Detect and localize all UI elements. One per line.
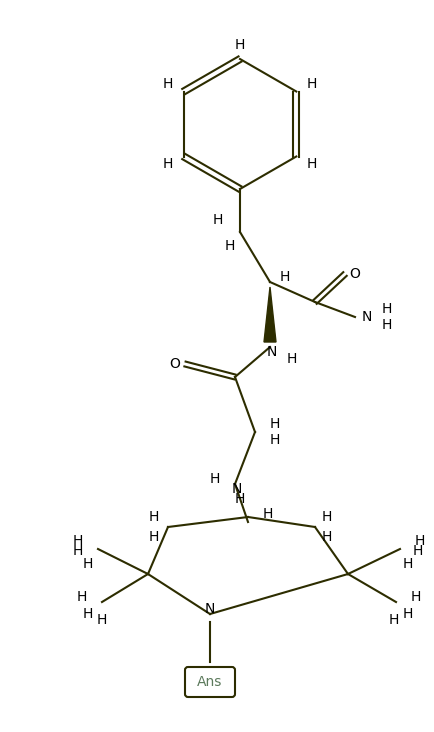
Text: H: H bbox=[77, 590, 87, 604]
Text: H: H bbox=[307, 157, 318, 171]
Text: N: N bbox=[232, 482, 242, 496]
Text: Ans: Ans bbox=[197, 675, 223, 689]
Text: H: H bbox=[162, 77, 173, 91]
Text: H: H bbox=[270, 433, 280, 447]
FancyBboxPatch shape bbox=[185, 667, 235, 697]
Text: H: H bbox=[73, 534, 83, 548]
Text: H: H bbox=[389, 613, 399, 627]
Text: H: H bbox=[403, 607, 413, 621]
Text: H: H bbox=[162, 157, 173, 171]
Polygon shape bbox=[264, 287, 276, 342]
Text: N: N bbox=[362, 310, 372, 324]
Text: O: O bbox=[349, 267, 361, 281]
Text: H: H bbox=[83, 607, 93, 621]
Text: H: H bbox=[83, 557, 93, 571]
Text: H: H bbox=[322, 530, 332, 544]
Text: H: H bbox=[149, 530, 159, 544]
Text: H: H bbox=[382, 302, 392, 316]
Text: H: H bbox=[97, 613, 107, 627]
Text: H: H bbox=[411, 590, 421, 604]
Text: H: H bbox=[280, 270, 290, 284]
Text: H: H bbox=[225, 239, 235, 253]
Text: H: H bbox=[235, 38, 245, 52]
Text: H: H bbox=[287, 352, 297, 366]
Text: H: H bbox=[210, 472, 220, 486]
Text: H: H bbox=[235, 492, 245, 506]
Text: H: H bbox=[382, 318, 392, 332]
Text: H: H bbox=[213, 213, 223, 227]
Text: H: H bbox=[270, 417, 280, 431]
Text: O: O bbox=[170, 357, 181, 371]
Text: N: N bbox=[267, 345, 277, 359]
Text: N: N bbox=[205, 602, 215, 616]
Text: H: H bbox=[415, 534, 425, 548]
Text: H: H bbox=[403, 557, 413, 571]
Text: H: H bbox=[322, 510, 332, 524]
Text: H: H bbox=[307, 77, 318, 91]
Text: H: H bbox=[263, 507, 273, 521]
Text: H: H bbox=[413, 544, 423, 558]
Text: H: H bbox=[149, 510, 159, 524]
Text: H: H bbox=[73, 544, 83, 558]
